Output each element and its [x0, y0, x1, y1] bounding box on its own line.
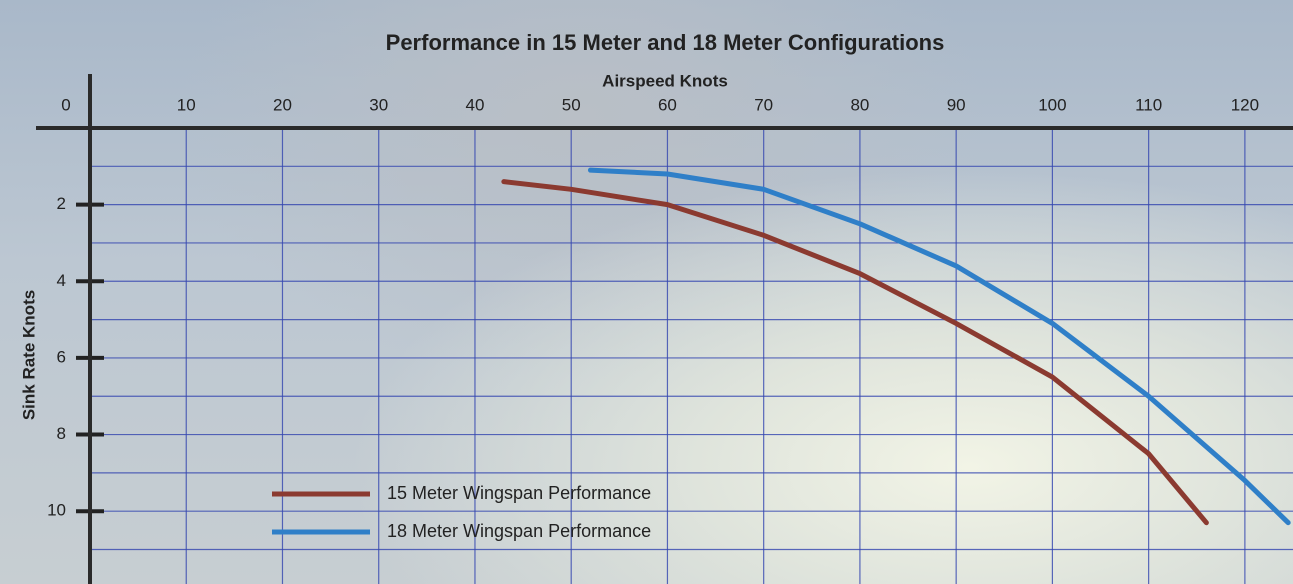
x-tick-label: 70: [754, 95, 773, 114]
y-axis-label: Sink Rate Knots: [19, 290, 38, 420]
x-tick-label: 60: [658, 95, 677, 114]
x-tick-label: 110: [1135, 95, 1162, 114]
y-tick-label: 8: [57, 424, 66, 443]
y-tick-label: 10: [47, 501, 66, 520]
data-line: [501, 179, 1209, 526]
x-tick-label: 80: [850, 95, 869, 114]
data-line: [587, 167, 1291, 526]
x-tick-label: 100: [1038, 95, 1066, 114]
x-tick-label: 0: [61, 95, 70, 114]
y-tick-label: 6: [57, 347, 66, 366]
x-tick-label: 90: [947, 95, 966, 114]
legend-label: 15 Meter Wingspan Performance: [387, 483, 651, 503]
x-axis-label: Airspeed Knots: [602, 71, 728, 90]
x-tick-label: 50: [562, 95, 581, 114]
x-tick-label: 10: [177, 95, 196, 114]
y-tick-label: 2: [57, 194, 66, 213]
x-tick-label: 20: [273, 95, 292, 114]
chart-title: Performance in 15 Meter and 18 Meter Con…: [386, 30, 945, 55]
legend-label: 18 Meter Wingspan Performance: [387, 521, 651, 541]
x-tick-label: 120: [1231, 95, 1259, 114]
x-tick-label: 40: [465, 95, 484, 114]
x-tick-label: 30: [369, 95, 388, 114]
y-tick-label: 4: [57, 271, 66, 290]
